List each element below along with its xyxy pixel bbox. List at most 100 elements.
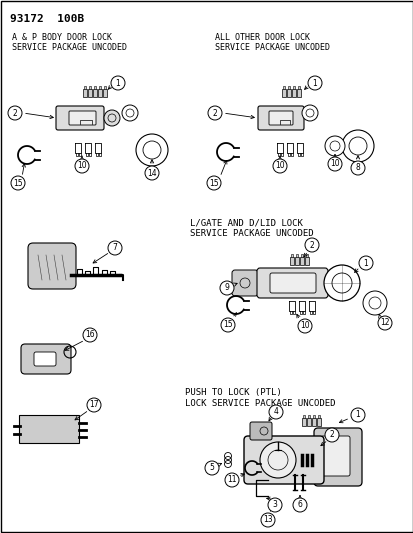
Bar — [297, 89, 301, 97]
Bar — [300, 447, 304, 454]
Bar — [303, 415, 305, 418]
Text: 2: 2 — [212, 109, 217, 117]
Circle shape — [267, 498, 281, 512]
Text: 1: 1 — [363, 259, 368, 268]
Bar — [84, 86, 86, 89]
Text: 9: 9 — [224, 284, 229, 293]
Text: 4: 4 — [273, 408, 278, 416]
Circle shape — [259, 442, 295, 478]
Circle shape — [108, 241, 122, 255]
Circle shape — [327, 157, 341, 171]
Bar — [287, 89, 291, 97]
Text: SERVICE PACKAGE UNCODED: SERVICE PACKAGE UNCODED — [12, 43, 127, 52]
Circle shape — [350, 161, 364, 175]
Bar — [301, 254, 303, 257]
Text: 5: 5 — [209, 464, 214, 472]
Bar — [99, 86, 101, 89]
Bar — [301, 443, 303, 447]
Text: 1: 1 — [355, 410, 359, 419]
Circle shape — [87, 398, 101, 412]
Text: L/GATE AND D/LID LOCK: L/GATE AND D/LID LOCK — [190, 218, 302, 227]
Text: 1: 1 — [312, 78, 317, 87]
Bar — [283, 86, 285, 89]
Circle shape — [136, 134, 168, 166]
Bar — [295, 257, 299, 265]
Text: 10: 10 — [77, 161, 87, 171]
Text: 2: 2 — [329, 431, 334, 440]
Circle shape — [224, 473, 238, 487]
Circle shape — [304, 238, 318, 252]
Circle shape — [75, 159, 89, 173]
Text: 93172  100B: 93172 100B — [10, 14, 84, 24]
Circle shape — [350, 408, 364, 422]
FancyBboxPatch shape — [257, 106, 303, 130]
Circle shape — [145, 166, 159, 180]
Text: 16: 16 — [85, 330, 95, 340]
Circle shape — [221, 318, 235, 332]
Text: 3: 3 — [272, 500, 277, 510]
Text: A & P BODY DOOR LOCK: A & P BODY DOOR LOCK — [12, 33, 112, 42]
Bar — [302, 418, 306, 426]
FancyBboxPatch shape — [249, 422, 271, 440]
Circle shape — [204, 461, 218, 475]
Circle shape — [111, 76, 125, 90]
Circle shape — [377, 316, 391, 330]
FancyBboxPatch shape — [243, 436, 323, 484]
Circle shape — [272, 159, 286, 173]
Circle shape — [358, 256, 372, 270]
Bar — [308, 415, 310, 418]
Text: 10: 10 — [275, 161, 284, 171]
Circle shape — [206, 176, 221, 190]
Bar — [312, 418, 316, 426]
FancyBboxPatch shape — [19, 415, 79, 443]
Text: 13: 13 — [263, 515, 272, 524]
FancyBboxPatch shape — [56, 106, 104, 130]
Bar — [298, 86, 300, 89]
Bar — [98, 89, 102, 97]
FancyBboxPatch shape — [34, 352, 56, 366]
Circle shape — [324, 136, 344, 156]
Circle shape — [323, 265, 359, 301]
Circle shape — [11, 176, 25, 190]
Text: 11: 11 — [227, 475, 236, 484]
Bar — [288, 86, 290, 89]
Text: 2: 2 — [309, 240, 313, 249]
Text: 10: 10 — [330, 159, 339, 168]
Bar — [310, 447, 314, 454]
Text: 14: 14 — [147, 168, 157, 177]
Text: 8: 8 — [355, 164, 359, 173]
Bar — [89, 86, 91, 89]
Bar — [311, 443, 313, 447]
Bar — [305, 447, 309, 454]
Bar — [293, 86, 295, 89]
Text: 15: 15 — [13, 179, 23, 188]
Text: 2: 2 — [12, 109, 17, 117]
Text: LOCK SERVICE PACKAGE UNCODED: LOCK SERVICE PACKAGE UNCODED — [185, 399, 335, 408]
Circle shape — [104, 110, 120, 126]
Bar — [307, 418, 311, 426]
Circle shape — [341, 130, 373, 162]
Circle shape — [207, 106, 221, 120]
Bar — [296, 254, 298, 257]
Bar — [317, 418, 321, 426]
Bar — [306, 254, 308, 257]
Bar — [104, 86, 106, 89]
Text: SERVICE PACKAGE UNCODED: SERVICE PACKAGE UNCODED — [214, 43, 329, 52]
Bar — [292, 89, 296, 97]
FancyBboxPatch shape — [256, 268, 327, 298]
FancyBboxPatch shape — [69, 111, 96, 125]
Text: ALL OTHER DOOR LOCK: ALL OTHER DOOR LOCK — [214, 33, 309, 42]
Bar — [313, 415, 315, 418]
Bar — [306, 443, 308, 447]
Bar — [88, 89, 92, 97]
Text: SERVICE PACKAGE UNCODED: SERVICE PACKAGE UNCODED — [190, 229, 313, 238]
FancyBboxPatch shape — [231, 270, 257, 296]
Bar — [103, 89, 107, 97]
FancyBboxPatch shape — [28, 243, 76, 289]
Circle shape — [324, 428, 338, 442]
Text: 15: 15 — [223, 320, 232, 329]
FancyBboxPatch shape — [320, 436, 349, 476]
Circle shape — [292, 498, 306, 512]
Bar — [94, 86, 96, 89]
Text: 7: 7 — [112, 244, 117, 253]
